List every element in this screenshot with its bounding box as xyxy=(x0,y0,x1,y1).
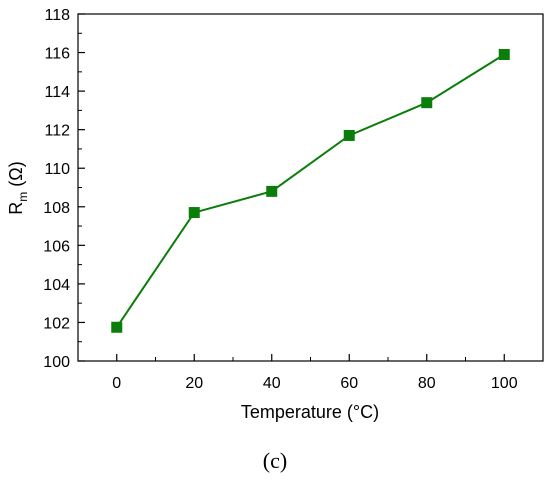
y-tick-label: 108 xyxy=(43,200,70,217)
y-axis-title: Rm (Ω) xyxy=(6,161,30,214)
data-point xyxy=(343,129,355,141)
x-tick-label: 0 xyxy=(112,375,121,392)
x-tick-label: 100 xyxy=(491,375,518,392)
y-tick-label: 106 xyxy=(43,238,70,255)
series-group xyxy=(111,48,510,333)
panel-label: (c) xyxy=(262,448,288,473)
y-tick-label: 114 xyxy=(44,84,70,101)
data-point xyxy=(188,207,200,219)
x-tick-label: 60 xyxy=(340,375,358,392)
x-tick-label: 20 xyxy=(185,375,203,392)
x-axis: 0 20 40 60 80 100 xyxy=(77,354,544,392)
data-point xyxy=(421,97,433,109)
plot-frame xyxy=(77,13,544,362)
y-tick-label: 110 xyxy=(44,161,70,178)
data-point xyxy=(266,185,278,197)
y-tick-label: 102 xyxy=(43,315,70,332)
chart: 100 102 104 106 108 110 112 114 116 118 0 20 40 60 80… xyxy=(6,7,544,422)
y-axis: 100 102 104 106 108 110 112 114 116 118 xyxy=(43,7,85,371)
x-axis-title: Temperature (°C) xyxy=(241,402,379,422)
data-point xyxy=(111,321,123,333)
y-tick-label: 116 xyxy=(44,46,70,63)
y-tick-label: 112 xyxy=(44,123,70,140)
y-tick-label: 118 xyxy=(44,7,70,24)
data-point xyxy=(498,48,510,60)
x-tick-label: 80 xyxy=(418,375,436,392)
y-tick-label: 100 xyxy=(43,354,70,371)
x-tick-label: 40 xyxy=(263,375,281,392)
y-tick-label: 104 xyxy=(43,277,70,294)
series-line xyxy=(115,53,505,328)
